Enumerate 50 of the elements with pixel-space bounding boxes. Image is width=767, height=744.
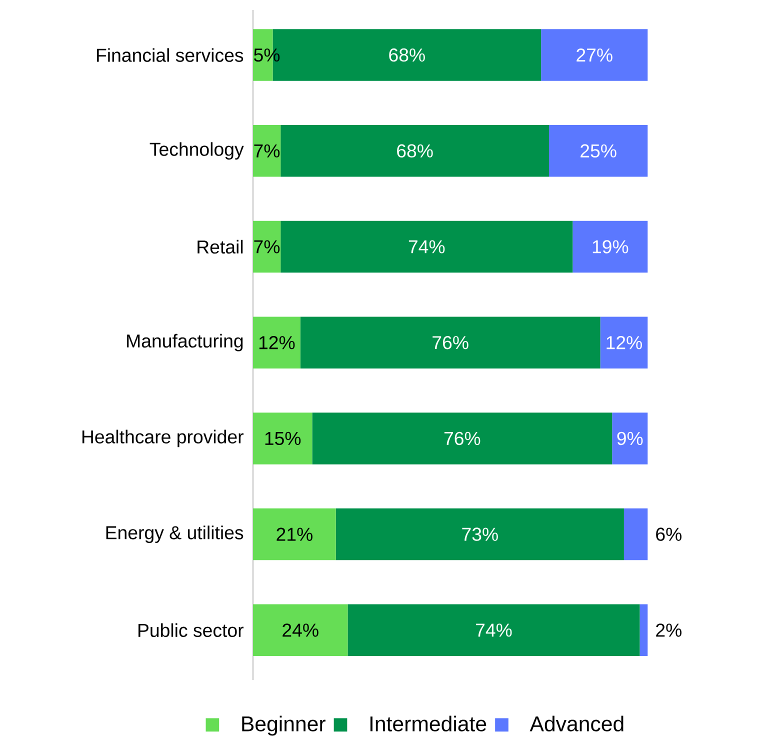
bar <box>541 29 648 81</box>
bar <box>572 220 648 273</box>
data-label: 12% <box>606 336 642 350</box>
data-label: 7% <box>254 240 280 254</box>
bar <box>348 604 640 656</box>
bar <box>280 220 573 273</box>
bar <box>253 125 281 177</box>
data-label: 19% <box>592 240 628 254</box>
data-label: 25% <box>580 144 616 158</box>
bar <box>253 508 336 560</box>
bar <box>548 125 648 177</box>
bar <box>312 412 612 464</box>
data-label: 68% <box>389 48 425 62</box>
y-tick-label: Public sector <box>138 623 244 638</box>
data-label: 7% <box>254 144 280 158</box>
bar <box>253 220 281 273</box>
bar <box>253 412 312 464</box>
data-label: 27% <box>576 48 612 62</box>
data-label: 2% <box>656 624 682 637</box>
data-label: 5% <box>254 48 280 62</box>
data-label: 68% <box>397 144 433 158</box>
bar <box>624 508 648 560</box>
bar <box>612 412 648 464</box>
data-label: 73% <box>462 528 498 541</box>
bar <box>336 508 624 560</box>
data-label: 74% <box>408 240 445 254</box>
data-label: 76% <box>444 432 480 446</box>
y-tick-label: Financial services <box>97 48 244 62</box>
data-label: 9% <box>617 432 643 446</box>
bar <box>280 125 549 177</box>
bar <box>300 316 600 368</box>
bar <box>640 604 648 656</box>
legend-label: Intermediate <box>370 716 486 732</box>
data-label: 6% <box>656 528 682 541</box>
data-label: 12% <box>259 336 295 350</box>
data-label: 15% <box>265 432 301 446</box>
bar <box>600 316 648 368</box>
data-label: 74% <box>476 624 512 637</box>
data-label: 21% <box>276 528 312 541</box>
bar <box>253 604 348 656</box>
data-label: 76% <box>432 336 468 350</box>
y-tick-label: Retail <box>198 240 243 254</box>
legend-label: Beginner <box>242 716 326 736</box>
y-tick-label: Energy & utilities <box>106 526 244 543</box>
legend-label: Advanced <box>530 716 624 732</box>
y-tick-label: Technology <box>150 142 244 160</box>
bar <box>253 316 300 368</box>
data-label: 24% <box>282 624 318 637</box>
y-tick-label: Manufacturing <box>127 334 243 352</box>
y-tick-label: Healthcare provider <box>82 430 244 448</box>
